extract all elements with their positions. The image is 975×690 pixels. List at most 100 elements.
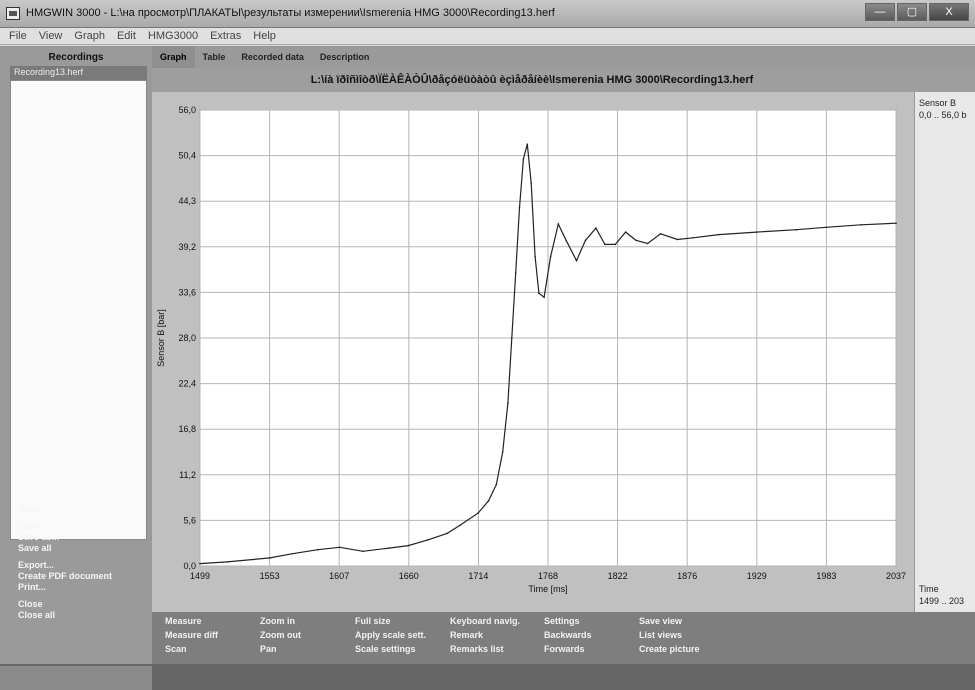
- backwards-command[interactable]: Backwards: [544, 630, 592, 640]
- data-point: [226, 561, 228, 563]
- pressure-chart[interactable]: 1499 1553 1607 1660 1714 1768 1822 1876 1929 1983…: [152, 92, 914, 612]
- data-point: [362, 550, 364, 553]
- data-point: [825, 226, 827, 229]
- tab-description[interactable]: Description: [319, 52, 370, 62]
- data-point: [518, 206, 521, 209]
- menu-view[interactable]: View: [38, 30, 63, 42]
- zoom-out-command[interactable]: Zoom out: [260, 630, 301, 640]
- settings-command[interactable]: Settings: [544, 616, 580, 626]
- data-point: [269, 557, 271, 559]
- data-point: [522, 158, 525, 160]
- data-point: [534, 255, 536, 258]
- menu-help[interactable]: Help: [253, 30, 276, 42]
- data-point: [338, 546, 341, 549]
- zoom-in-command[interactable]: Zoom in: [260, 616, 295, 626]
- save-as-action[interactable]: Save as...: [18, 532, 60, 542]
- recordings-list[interactable]: [10, 80, 147, 540]
- x-tick-label: 1714: [468, 571, 488, 581]
- y-tick-label: 50,4: [178, 151, 196, 161]
- save-all-action[interactable]: Save all: [18, 543, 52, 553]
- save-action[interactable]: Save: [18, 521, 40, 531]
- data-point: [495, 483, 498, 486]
- x-tick-label: 1607: [329, 571, 349, 581]
- menu-extras[interactable]: Extras: [210, 30, 242, 42]
- menu-hmg3000[interactable]: HMG3000: [147, 30, 199, 42]
- x-tick-label: 1876: [677, 571, 697, 581]
- measure-diff-command[interactable]: Measure diff: [165, 630, 219, 640]
- data-point: [565, 239, 567, 242]
- apply-scale-command[interactable]: Apply scale sett.: [355, 630, 427, 640]
- tab-table[interactable]: Table: [202, 52, 226, 62]
- data-point: [755, 231, 758, 233]
- list-views-command[interactable]: List views: [639, 630, 683, 640]
- window-title-bar: HMGWIN 3000 - L:\на просмотр\ПЛАКАТЫ\рез…: [0, 0, 975, 28]
- create-picture-command[interactable]: Create picture: [639, 644, 700, 654]
- recording-item-selected[interactable]: Recording13.herf: [10, 66, 147, 80]
- close-all-action[interactable]: Close all: [18, 610, 56, 620]
- tab-graph[interactable]: Graph: [152, 46, 195, 68]
- recordings-actions: Open... Save Save as... Save all Export.…: [18, 504, 112, 621]
- y-tick-label: 0,0: [183, 561, 196, 571]
- print-action[interactable]: Print...: [18, 582, 47, 592]
- open-action[interactable]: Open...: [18, 504, 49, 514]
- y-tick-label: 33,6: [178, 287, 196, 297]
- x-tick-label: 1983: [816, 571, 836, 581]
- measure-command[interactable]: Measure: [165, 616, 202, 626]
- remarks-list-command[interactable]: Remarks list: [450, 644, 504, 654]
- time-axis-name[interactable]: Time: [919, 584, 939, 594]
- maximize-button[interactable]: ▢: [897, 3, 927, 21]
- create-pdf-action[interactable]: Create PDF document: [18, 571, 113, 581]
- menu-edit[interactable]: Edit: [116, 30, 136, 42]
- scan-command[interactable]: Scan: [165, 644, 187, 654]
- minimize-button[interactable]: —: [865, 3, 895, 21]
- view-tabs: Graph Table Recorded data Description: [152, 46, 975, 68]
- export-action[interactable]: Export...: [18, 560, 55, 570]
- data-point: [860, 224, 862, 226]
- data-point: [291, 553, 293, 555]
- save-view-command[interactable]: Save view: [639, 616, 683, 626]
- data-point: [604, 243, 606, 246]
- x-tick-label: 1768: [538, 571, 558, 581]
- data-point: [646, 242, 649, 245]
- remark-command[interactable]: Remark: [450, 630, 484, 640]
- app-icon: [6, 7, 20, 20]
- x-tick-label: 1929: [747, 571, 767, 581]
- data-point: [795, 228, 798, 231]
- recordings-panel: Recordings Recording13.herf Open... Save…: [0, 46, 152, 666]
- graph-area[interactable]: 1499 1553 1607 1660 1714 1768 1822 1876 1929 1983…: [152, 92, 914, 612]
- data-point: [477, 512, 479, 514]
- data-point: [635, 239, 637, 242]
- close-action[interactable]: Close: [18, 599, 43, 609]
- data-point: [549, 255, 552, 258]
- data-point: [659, 233, 662, 235]
- sensor-name[interactable]: Sensor B: [919, 98, 957, 108]
- y-tick-label: 39,2: [178, 242, 196, 252]
- y-tick-label: 22,4: [178, 379, 196, 389]
- forwards-command[interactable]: Forwards: [544, 644, 585, 654]
- y-tick-label: 11,2: [179, 470, 196, 480]
- keyboard-navig-command[interactable]: Keyboard navig.: [450, 616, 521, 626]
- tab-recorded-data[interactable]: Recorded data: [241, 52, 304, 62]
- menu-file[interactable]: File: [9, 30, 27, 42]
- y-tick-label: 56,0: [178, 105, 196, 115]
- data-point: [501, 451, 504, 453]
- data-point: [557, 223, 560, 225]
- close-button[interactable]: X: [929, 3, 969, 21]
- data-point: [426, 539, 429, 541]
- sensor-panel: Sensor B 0,0 .. 56,0 b Time 1499 .. 203: [914, 92, 975, 612]
- file-title: L:\íà ïðîñìîòð\ÏËÀÊÀÒÛ\ðåçóëüòàòû èçìåðå…: [310, 74, 754, 86]
- full-size-command[interactable]: Full size: [355, 616, 391, 626]
- pan-command[interactable]: Pan: [260, 644, 277, 654]
- data-point: [614, 243, 617, 246]
- y-tick-label: 28,0: [178, 333, 196, 343]
- x-tick-label: 1660: [399, 571, 419, 581]
- status-bar: [0, 664, 975, 690]
- scale-settings-command[interactable]: Scale settings: [355, 644, 416, 654]
- data-point: [487, 500, 490, 502]
- menu-graph[interactable]: Graph: [74, 30, 105, 42]
- data-point: [446, 532, 448, 535]
- data-point: [624, 231, 627, 233]
- x-tick-label: 1499: [190, 571, 210, 581]
- menu-bar: File View Graph Edit HMG3000 Extras Help: [0, 28, 975, 45]
- data-point: [676, 238, 679, 241]
